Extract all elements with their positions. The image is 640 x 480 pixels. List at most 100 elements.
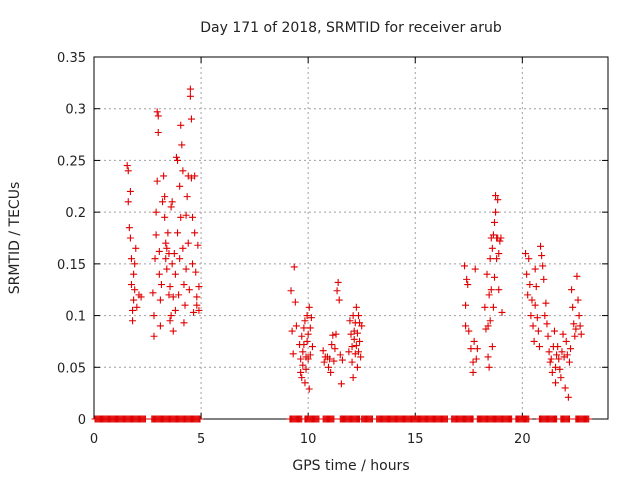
- data-point: [175, 291, 183, 299]
- data-point: [336, 351, 344, 359]
- data-point: [495, 286, 503, 294]
- y-tick-label: 0.35: [57, 51, 86, 66]
- data-point: [572, 325, 580, 333]
- data-point: [485, 291, 493, 299]
- data-point: [329, 331, 337, 339]
- data-point: [125, 224, 133, 232]
- x-tick-label: 15: [407, 432, 424, 447]
- y-tick-label: 0.15: [57, 258, 86, 273]
- data-point: [303, 312, 311, 320]
- data-point: [462, 301, 470, 309]
- data-point: [350, 335, 358, 343]
- data-point: [169, 327, 177, 335]
- data-point: [484, 353, 492, 361]
- data-point: [552, 379, 560, 387]
- data-point: [191, 229, 199, 237]
- data-point: [320, 358, 328, 366]
- zero-data-point: [525, 415, 533, 423]
- x-tick-label: 10: [300, 432, 317, 447]
- data-point: [168, 260, 176, 268]
- data-point: [185, 286, 193, 294]
- data-point: [195, 283, 203, 291]
- data-point: [182, 211, 190, 219]
- data-point: [151, 255, 159, 263]
- data-point: [557, 374, 565, 382]
- data-point: [353, 363, 361, 371]
- data-point: [306, 324, 314, 332]
- data-point: [157, 281, 165, 289]
- y-tick-label: 0.25: [57, 154, 86, 169]
- data-point: [333, 287, 341, 295]
- data-point: [305, 303, 313, 311]
- data-point: [354, 312, 362, 320]
- y-tick-label: 0.05: [57, 361, 86, 376]
- data-point: [133, 303, 141, 311]
- data-point: [163, 244, 171, 252]
- data-point: [462, 322, 470, 330]
- data-point: [348, 343, 356, 351]
- data-point: [177, 213, 185, 221]
- data-point: [156, 322, 164, 330]
- data-point: [177, 121, 185, 129]
- data-point: [291, 298, 299, 306]
- data-point: [124, 167, 132, 175]
- data-point: [550, 327, 558, 335]
- data-point: [326, 355, 334, 363]
- data-point: [166, 317, 174, 325]
- data-point: [486, 317, 494, 325]
- data-point: [332, 330, 340, 338]
- data-point: [192, 268, 200, 276]
- data-point: [528, 296, 536, 304]
- data-point: [132, 244, 140, 252]
- data-point: [531, 265, 539, 273]
- data-point: [155, 270, 163, 278]
- data-point: [129, 306, 137, 314]
- data-point: [534, 327, 542, 335]
- data-point: [562, 337, 570, 345]
- y-tick-label: 0.1: [65, 310, 86, 325]
- data-point: [542, 299, 550, 307]
- data-point: [193, 301, 201, 309]
- data-point: [191, 172, 199, 180]
- data-point: [181, 301, 189, 309]
- data-point: [168, 198, 176, 206]
- data-point: [552, 363, 560, 371]
- data-point: [126, 234, 134, 242]
- data-point: [568, 286, 576, 294]
- data-point: [571, 332, 579, 340]
- data-point: [561, 384, 569, 392]
- data-point: [154, 129, 162, 137]
- data-point: [304, 355, 312, 363]
- data-point: [472, 355, 480, 363]
- data-point: [533, 314, 541, 322]
- data-point: [492, 192, 500, 200]
- data-point: [289, 350, 297, 358]
- data-point: [464, 281, 472, 289]
- data-point: [356, 337, 364, 345]
- data-point: [526, 281, 534, 289]
- y-tick-label: 0.3: [65, 103, 86, 118]
- data-point: [302, 365, 310, 373]
- data-point: [298, 374, 306, 382]
- data-point: [127, 281, 135, 289]
- data-point: [469, 358, 477, 366]
- zero-data-point: [585, 415, 593, 423]
- data-point: [495, 250, 503, 258]
- data-point: [469, 368, 477, 376]
- data-point: [529, 322, 537, 330]
- data-point: [306, 351, 314, 359]
- data-point: [463, 275, 471, 283]
- data-point: [287, 287, 295, 295]
- data-point: [189, 260, 197, 268]
- data-point: [299, 348, 307, 356]
- data-point: [531, 301, 539, 309]
- zero-baseline-markers: [91, 415, 593, 423]
- data-point: [490, 218, 498, 226]
- data-point: [565, 358, 573, 366]
- data-point: [567, 345, 575, 353]
- data-point: [545, 348, 553, 356]
- chart-title: Day 171 of 2018, SRMTID for receiver aru…: [200, 20, 502, 36]
- data-point: [300, 341, 308, 349]
- data-point: [573, 272, 581, 280]
